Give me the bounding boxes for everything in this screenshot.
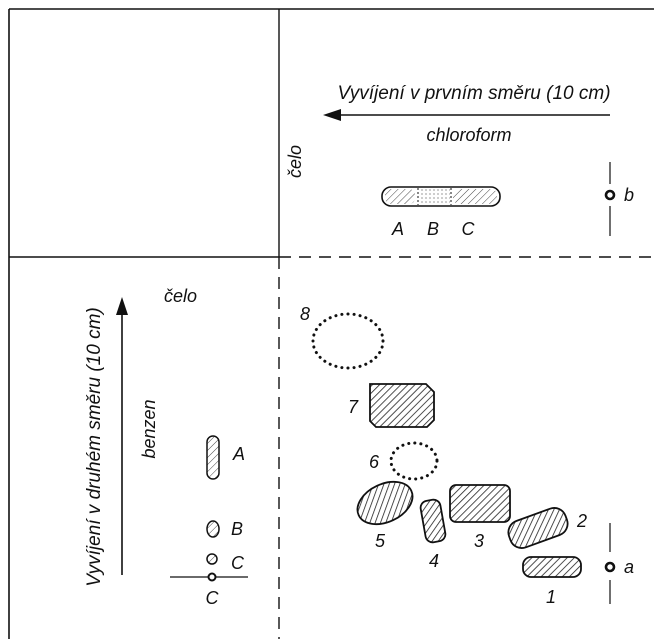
second-direction-arrow [116, 297, 128, 575]
spot-label-3: 3 [474, 531, 484, 551]
spot-2 [507, 507, 569, 549]
spot-label-8: 8 [300, 304, 310, 324]
second-direction-solvent: benzen [139, 399, 159, 458]
spot-c [206, 553, 218, 565]
first-direction-title: Vyvíjení v prvním směru (10 cm) [337, 83, 610, 104]
strip-zone-a [385, 189, 415, 204]
origin-label-b: b [624, 185, 634, 205]
spot-label-c: C [231, 553, 245, 573]
spot-label-2: 2 [576, 511, 587, 531]
spot-7 [369, 383, 435, 428]
spot-a [206, 435, 220, 480]
spot-4 [419, 498, 447, 544]
first-direction-solvent: chloroform [426, 125, 511, 145]
spot-label-6: 6 [369, 452, 380, 472]
origin-label-c: C [206, 588, 220, 608]
origin-point-a [604, 561, 616, 573]
origin-point-c [207, 572, 217, 582]
spot-5 [356, 480, 414, 526]
spot-label-7: 7 [348, 397, 359, 417]
first-direction-front-label: čelo [285, 145, 305, 178]
second-direction-title: Vyvíjení v druhém směru (10 cm) [84, 307, 105, 586]
second-direction-panel: Vyvíjení v druhém směru (10 cm) benzen č… [84, 286, 248, 608]
spot-1 [522, 556, 582, 578]
spot-label-a: A [232, 444, 245, 464]
two-dimensional-area: a 1 2 3 4 5 6 7 8 [300, 304, 634, 607]
strip-zone-b [420, 189, 450, 204]
spot-label-b: B [231, 519, 243, 539]
spot-label-1: 1 [546, 587, 556, 607]
first-direction-strip [381, 186, 501, 207]
spot-8 [311, 312, 385, 370]
strip-zone-c [453, 189, 497, 204]
spot-6 [389, 441, 439, 481]
second-direction-front-label: čelo [164, 286, 197, 306]
spot-3 [449, 484, 511, 523]
origin-point-b [604, 189, 616, 201]
strip-label-a: A [391, 219, 404, 239]
frame [8, 8, 654, 639]
origin-label-a: a [624, 557, 634, 577]
spot-label-4: 4 [429, 551, 439, 571]
spot-b [206, 520, 220, 538]
spot-label-5: 5 [375, 531, 386, 551]
strip-label-c: C [462, 219, 476, 239]
strip-label-b: B [427, 219, 439, 239]
first-direction-arrow [323, 109, 610, 121]
first-direction-panel: Vyvíjení v prvním směru (10 cm) chlorofo… [285, 83, 634, 239]
